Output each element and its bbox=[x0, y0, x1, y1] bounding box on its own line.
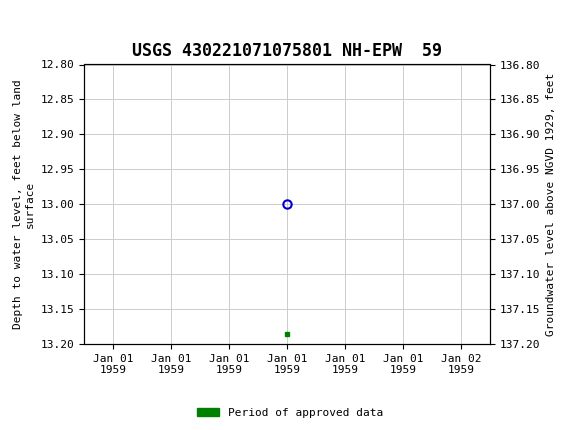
Legend: Period of approved data: Period of approved data bbox=[193, 403, 387, 422]
Y-axis label: Groundwater level above NGVD 1929, feet: Groundwater level above NGVD 1929, feet bbox=[546, 73, 556, 336]
Title: USGS 430221071075801 NH-EPW  59: USGS 430221071075801 NH-EPW 59 bbox=[132, 42, 442, 60]
Y-axis label: Depth to water level, feet below land
surface: Depth to water level, feet below land su… bbox=[13, 80, 35, 329]
Text: USGS: USGS bbox=[38, 12, 102, 33]
